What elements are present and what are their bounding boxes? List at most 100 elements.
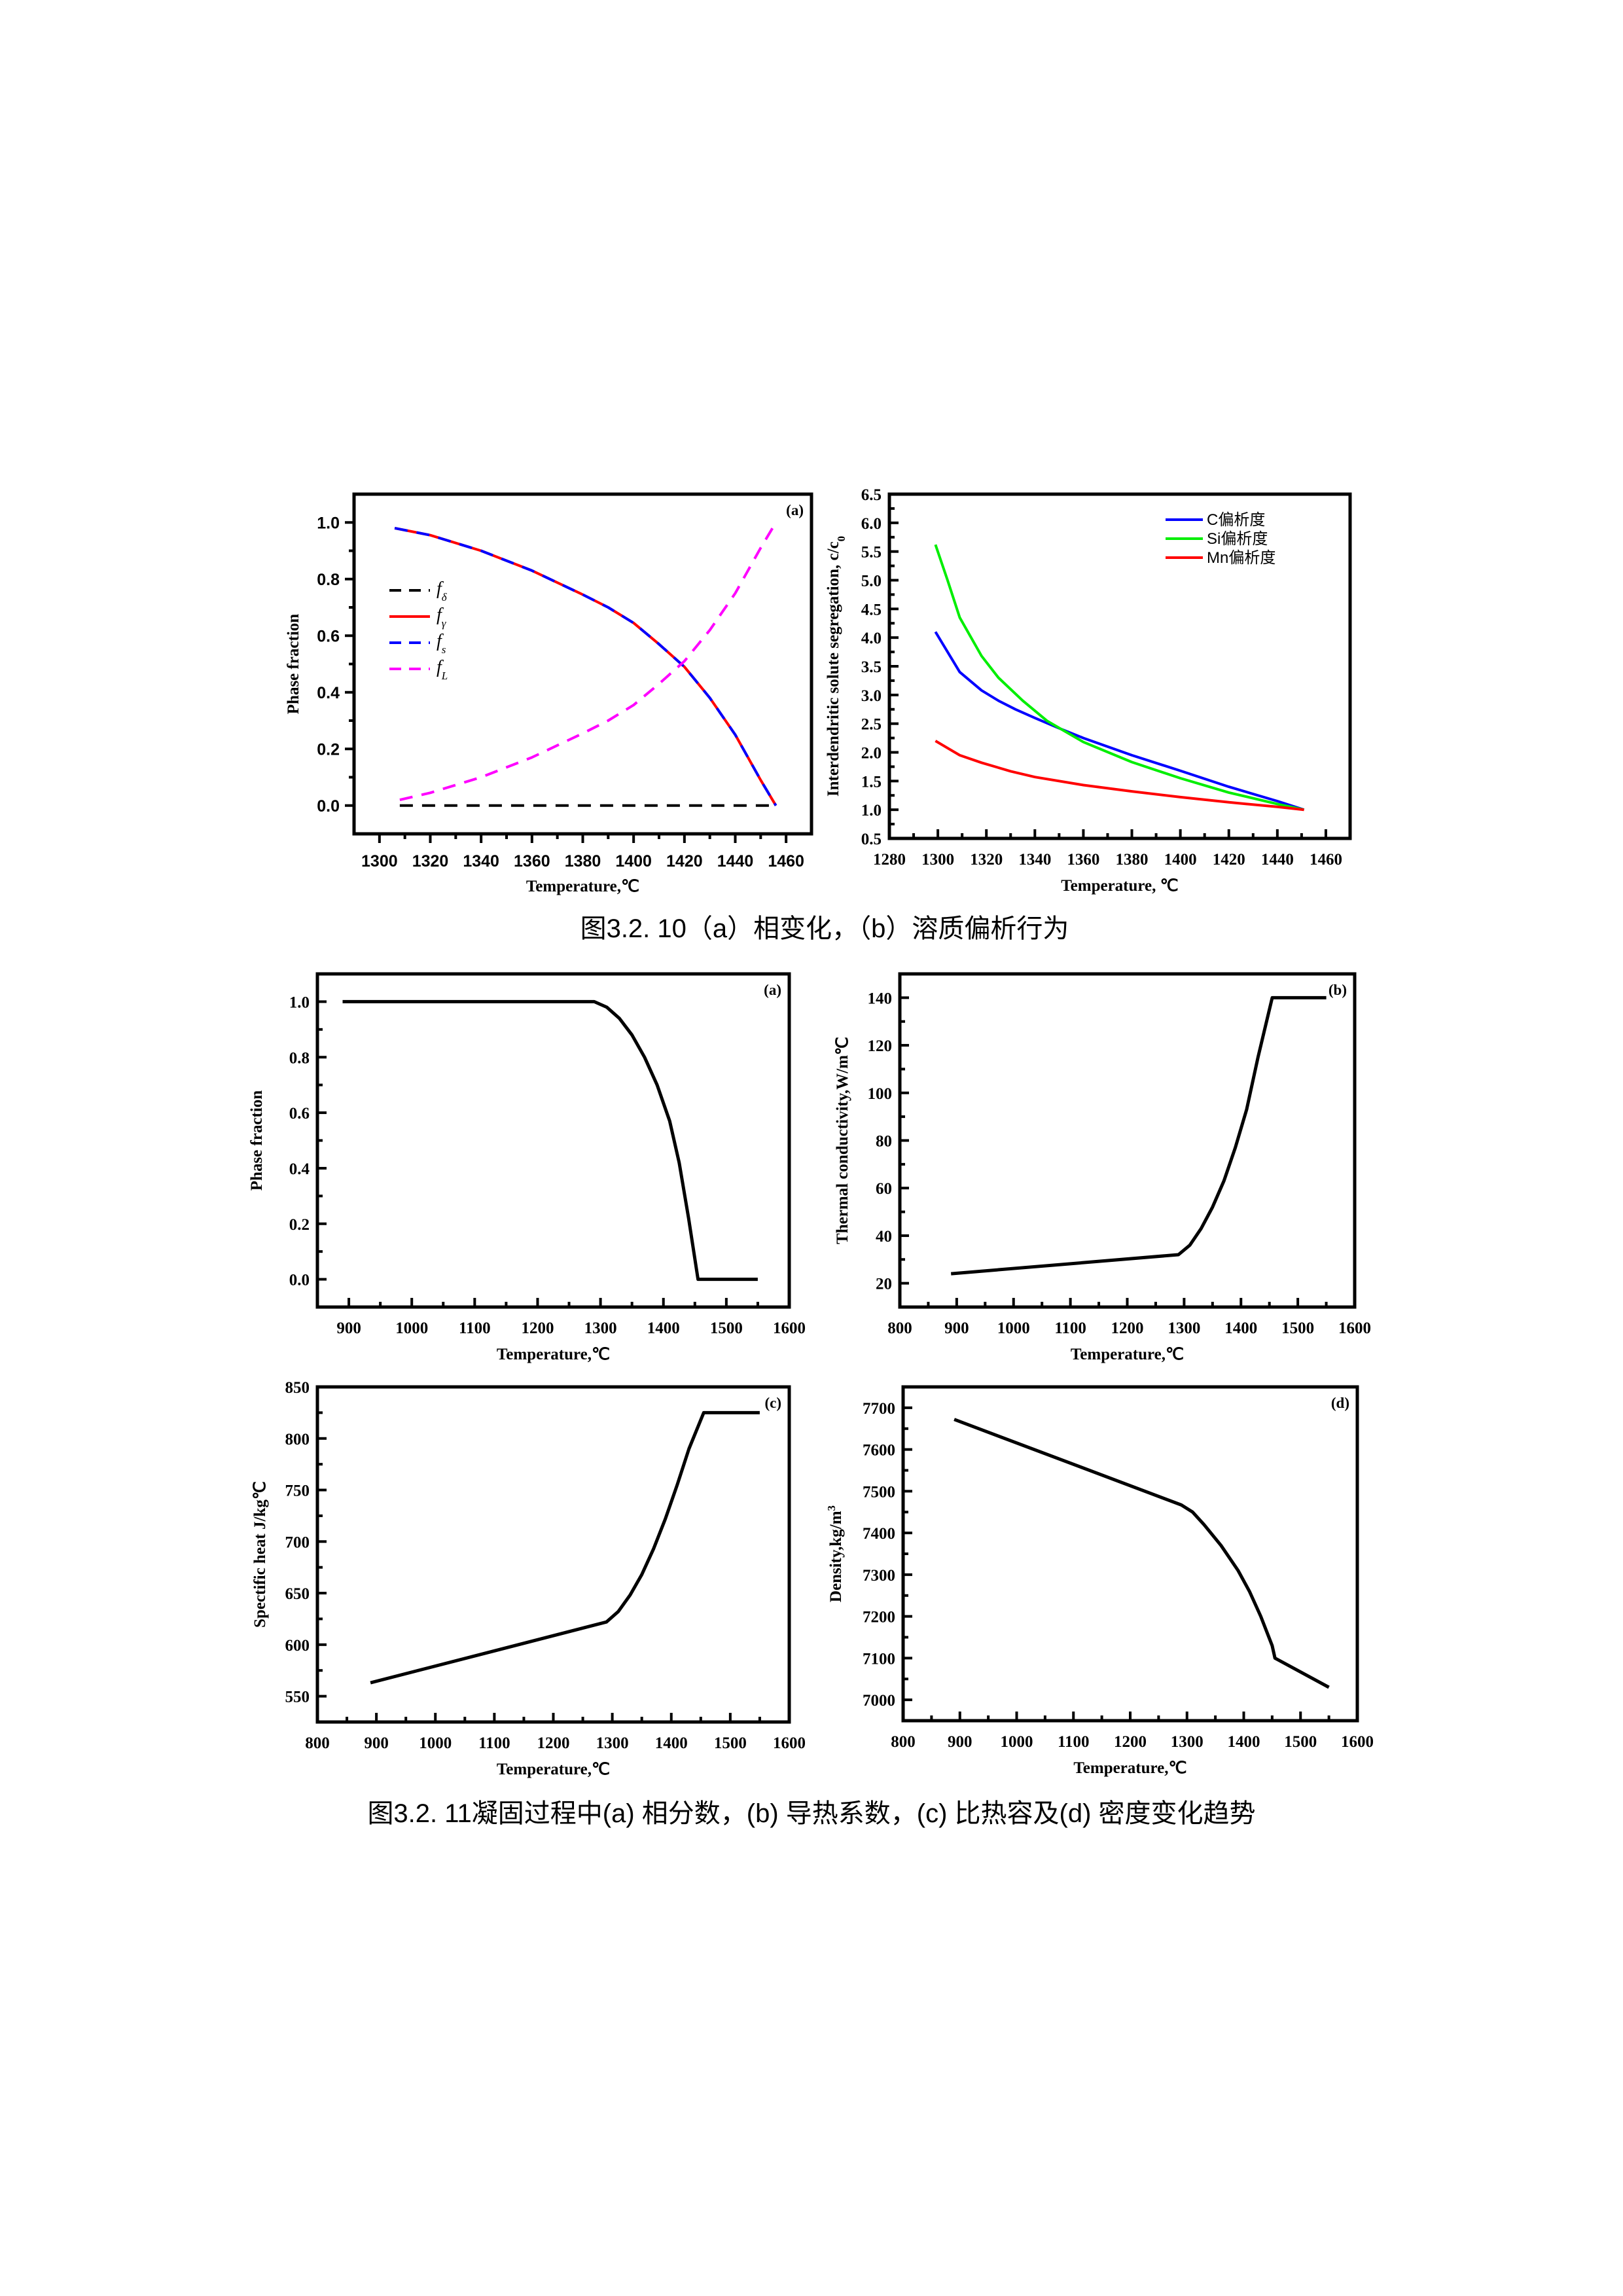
x-tick-label: 1300 xyxy=(361,852,398,870)
y-axis-title-main: Thermal conductivity,W/m℃ xyxy=(834,1037,851,1244)
legend-label-subscript: L xyxy=(441,670,448,682)
y-tick-label: 0.8 xyxy=(289,1049,310,1067)
y-tick-label: 2.0 xyxy=(861,745,882,762)
x-tick-label: 1500 xyxy=(710,1319,743,1337)
x-tick-label: 900 xyxy=(336,1319,361,1337)
series-line-0 xyxy=(934,631,1305,812)
plot-frame xyxy=(352,492,813,836)
y-axis-title: Phase fraction xyxy=(285,614,302,715)
y-tick-label: 3.0 xyxy=(861,687,882,705)
y-axis-title-main: Interdendritic solute segregation, c/c xyxy=(825,541,842,797)
y-axis-title-main: Phase fraction xyxy=(248,1090,266,1191)
y-tick-label: 0.5 xyxy=(861,831,882,848)
x-axis-title: Temperature,℃ xyxy=(1071,1346,1184,1363)
y-tick-label: 2.5 xyxy=(861,716,882,734)
x-tick-label: 1460 xyxy=(1310,851,1342,869)
y-tick-label: 0.2 xyxy=(289,1216,310,1234)
legend-label-symbol: f xyxy=(437,631,444,651)
x-axis-title: Temperature,℃ xyxy=(1073,1759,1186,1777)
figure-caption-3-2-11: 图3.2. 11凝固过程中(a) 相分数，(b) 导热系数，(c) 比热容及(d… xyxy=(367,1799,1256,1828)
x-tick-label: 1200 xyxy=(521,1319,554,1337)
panel-label: (d) xyxy=(1331,1395,1349,1411)
y-tick-label: 650 xyxy=(285,1585,310,1603)
y-tick-label: 20 xyxy=(876,1276,892,1293)
x-tick-label: 1360 xyxy=(1067,851,1099,869)
y-tick-label: 0.4 xyxy=(289,1160,310,1178)
series-line-3 xyxy=(399,522,777,802)
chart-5: 800 900 1000 1100 1200 1300 1400 1500 1600 7000 71… xyxy=(825,1385,1374,1777)
figure-caption-3-2-10: 图3.2. 10（a）相变化，（b）溶质偏析行为 xyxy=(580,914,1069,943)
y-tick-label: 0.0 xyxy=(289,1272,310,1289)
y-tick-label: 5.5 xyxy=(861,544,882,562)
panel-label: (c) xyxy=(764,1395,781,1411)
y-tick-label: 7200 xyxy=(863,1609,895,1626)
legend-label: Mn偏析度 xyxy=(1207,549,1275,567)
y-tick-label: 60 xyxy=(876,1180,892,1198)
y-tick-label: 7700 xyxy=(863,1400,895,1418)
legend-label-symbol: f xyxy=(437,605,444,625)
y-axis-title: Interdendritic solute segregation, c/c0 xyxy=(825,536,847,797)
x-tick-label: 1100 xyxy=(478,1734,510,1752)
x-tick-label: 1380 xyxy=(565,852,601,870)
y-axis-title: Spectific heat J/kg℃ xyxy=(251,1481,269,1628)
x-tick-label: 1500 xyxy=(1281,1319,1314,1337)
plot-frame xyxy=(315,972,791,1309)
x-tick-label: 1300 xyxy=(596,1734,629,1752)
x-tick-label: 1600 xyxy=(773,1319,806,1337)
x-tick-label: 1400 xyxy=(1228,1733,1260,1751)
y-axis-title-main: Phase fraction xyxy=(285,614,302,715)
y-tick-label: 1.5 xyxy=(861,773,882,791)
y-tick-label: 0.6 xyxy=(289,1105,310,1122)
y-tick-label: 7100 xyxy=(863,1650,895,1668)
y-tick-label: 700 xyxy=(285,1534,310,1551)
x-tick-label: 1340 xyxy=(1018,851,1051,869)
x-tick-label: 1100 xyxy=(1058,1733,1090,1751)
plot-frame xyxy=(315,1385,791,1724)
series-line-2 xyxy=(394,526,777,806)
x-tick-label: 1000 xyxy=(419,1734,452,1752)
x-axis-title: Temperature, ℃ xyxy=(1061,877,1178,895)
x-tick-label: 900 xyxy=(364,1734,389,1752)
y-tick-label: 4.0 xyxy=(861,630,882,647)
chart-2: 900 1000 1100 1200 1300 1400 1500 1600 0.0 0.2 0.4… xyxy=(248,972,806,1363)
y-tick-label: 800 xyxy=(285,1431,310,1448)
series-line-0 xyxy=(954,1418,1330,1689)
series-line-1 xyxy=(934,544,1305,812)
y-tick-label: 7400 xyxy=(863,1525,895,1543)
chart-4: 800 900 1000 1100 1200 1300 1400 1500 1600 550 600… xyxy=(251,1379,806,1778)
x-tick-label: 1420 xyxy=(666,852,703,870)
series-line-0 xyxy=(342,999,758,1282)
x-tick-label: 1300 xyxy=(921,851,954,869)
x-tick-label: 1300 xyxy=(584,1319,617,1337)
x-tick-label: 1400 xyxy=(1164,851,1197,869)
y-tick-label: 100 xyxy=(868,1085,893,1103)
y-tick-label: 0.2 xyxy=(317,740,340,759)
x-tick-label: 800 xyxy=(305,1734,330,1752)
panel-label: (a) xyxy=(764,982,781,998)
y-axis-title-main: Density,kg/m xyxy=(827,1511,845,1602)
x-tick-label: 1500 xyxy=(1284,1733,1317,1751)
plot-frame xyxy=(898,972,1357,1309)
x-tick-label: 900 xyxy=(944,1319,969,1337)
legend-label: Si偏析度 xyxy=(1207,530,1268,548)
panel-label: (a) xyxy=(786,502,804,518)
y-tick-label: 750 xyxy=(285,1482,310,1500)
y-tick-label: 0.4 xyxy=(317,684,340,702)
chart-1: 1280 1300 1320 1340 1360 1380 1400 1420 1440 1460… xyxy=(825,486,1352,895)
x-tick-label: 1600 xyxy=(1341,1733,1374,1751)
legend-label: fs xyxy=(437,631,446,656)
chart-0: 1300 1320 1340 1360 1380 1400 1420 1440 1460 0.0 0… xyxy=(285,492,813,895)
x-tick-label: 1600 xyxy=(1338,1319,1371,1337)
y-axis-title-script: 3 xyxy=(825,1505,838,1511)
y-tick-label: 550 xyxy=(285,1689,310,1706)
x-tick-label: 1500 xyxy=(714,1734,747,1752)
legend-label-subscript: δ xyxy=(442,591,448,603)
y-tick-label: 1.0 xyxy=(861,802,882,819)
y-axis-title: Thermal conductivity,W/m℃ xyxy=(834,1037,851,1244)
x-tick-label: 1000 xyxy=(997,1319,1030,1337)
x-tick-label: 1000 xyxy=(395,1319,428,1337)
y-tick-label: 40 xyxy=(876,1228,892,1246)
y-tick-label: 0.8 xyxy=(317,571,340,589)
y-tick-label: 80 xyxy=(876,1133,892,1151)
